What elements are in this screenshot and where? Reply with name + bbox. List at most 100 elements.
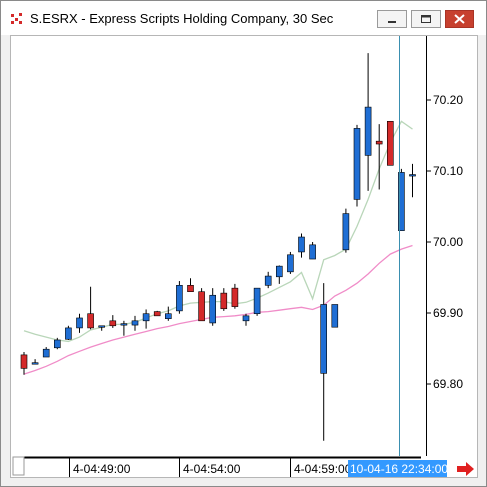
up-candle-body — [142, 313, 150, 322]
price-chart[interactable]: 69.80 69.90 70.00 70.10 70.20 4-04:49:00 4-0… — [11, 36, 477, 477]
candle — [109, 315, 117, 328]
up-candle-body — [120, 323, 128, 326]
time-label-1: 4-04:49:00 — [73, 462, 131, 476]
candle — [165, 306, 172, 321]
up-candle-body — [331, 304, 339, 328]
close-icon — [454, 14, 465, 24]
maximize-button[interactable] — [411, 10, 441, 28]
candle — [209, 288, 216, 326]
candle — [309, 242, 316, 260]
minimize-icon — [388, 21, 396, 23]
candlestick-chart-icon — [11, 13, 22, 24]
up-candle-body — [264, 275, 272, 286]
candle — [98, 325, 105, 331]
candle — [253, 287, 261, 316]
up-candle-body — [298, 236, 305, 253]
time-label-2: 4-04:54:00 — [183, 462, 241, 476]
up-candle-body — [309, 244, 316, 260]
cursor-time-label-bg — [348, 460, 447, 477]
up-candle-body — [242, 315, 250, 322]
up-candle-body — [398, 172, 405, 231]
candle — [331, 304, 339, 328]
candle — [142, 309, 150, 329]
price-tick-label: 69.80 — [433, 377, 463, 391]
down-candle-body — [109, 320, 117, 327]
candle — [409, 163, 416, 198]
up-candle-body — [165, 313, 172, 319]
slow-moving-average-line — [23, 244, 413, 375]
up-candle-body — [409, 174, 416, 177]
candle — [320, 283, 328, 441]
maximize-icon — [421, 15, 431, 23]
price-tick-label: 70.20 — [433, 93, 463, 107]
candle — [353, 124, 361, 207]
up-candle-body — [31, 362, 39, 365]
down-candle-body — [20, 354, 28, 369]
up-candle-body — [364, 106, 372, 156]
up-candle-body — [320, 304, 328, 374]
candle — [242, 313, 250, 326]
down-candle-body — [375, 140, 383, 145]
candle — [342, 208, 350, 253]
close-button[interactable] — [445, 10, 474, 28]
candle — [398, 168, 405, 231]
window-title: S.ESRX - Express Scripts Holding Company… — [30, 11, 334, 26]
candle — [120, 320, 128, 336]
down-candle-body — [386, 121, 394, 166]
up-candle-body — [253, 287, 261, 315]
candle — [198, 288, 205, 322]
candle — [264, 271, 272, 289]
down-candle-body — [231, 287, 239, 307]
up-candle-body — [176, 285, 183, 312]
up-candle-body — [76, 317, 83, 329]
candle — [287, 251, 294, 274]
candle — [76, 313, 83, 333]
candle — [231, 283, 239, 309]
chart-area[interactable]: 69.80 69.90 70.00 70.10 70.20 4-04:49:00 4-0… — [10, 35, 478, 478]
candlesticks — [20, 53, 416, 441]
down-candle-body — [187, 285, 194, 292]
candle — [275, 265, 283, 284]
time-label-3: 4-04:59:00 — [294, 462, 352, 476]
scroll-handle[interactable] — [12, 456, 25, 476]
up-candle-body — [65, 327, 72, 340]
cursor-time-label: 10-04-16 22:34:00 — [350, 462, 448, 476]
candle — [153, 310, 161, 317]
candle — [42, 347, 50, 358]
down-candle-body — [153, 311, 161, 317]
up-candle-body — [53, 339, 61, 349]
candle — [375, 124, 383, 190]
up-candle-body — [342, 213, 350, 251]
up-candle-body — [42, 348, 50, 358]
down-candle-body — [198, 291, 205, 322]
up-candle-body — [131, 320, 139, 326]
candle — [386, 121, 394, 166]
up-candle-body — [98, 325, 105, 328]
candle — [220, 288, 228, 311]
right-arrow-icon[interactable] — [457, 462, 474, 476]
candle — [187, 278, 194, 292]
price-tick-label: 69.90 — [433, 306, 463, 320]
down-candle-body — [220, 292, 228, 310]
candle — [364, 53, 372, 191]
minimize-button[interactable] — [377, 10, 407, 28]
candle — [65, 325, 72, 340]
candle — [87, 286, 94, 330]
candle — [53, 337, 61, 350]
up-candle-body — [275, 265, 283, 278]
price-axis: 69.80 69.90 70.00 70.10 70.20 — [426, 93, 463, 391]
title-bar[interactable]: S.ESRX - Express Scripts Holding Company… — [1, 1, 486, 35]
candle — [20, 352, 28, 375]
up-candle-body — [287, 254, 294, 273]
up-candle-body — [353, 128, 361, 200]
candle — [31, 359, 39, 365]
candle — [298, 233, 305, 258]
down-candle-body — [87, 313, 94, 329]
time-ticks — [69, 457, 291, 477]
candle — [176, 281, 183, 314]
price-tick-label: 70.10 — [433, 164, 463, 178]
candle — [131, 315, 139, 331]
up-candle-body — [209, 294, 216, 324]
price-tick-label: 70.00 — [433, 235, 463, 249]
